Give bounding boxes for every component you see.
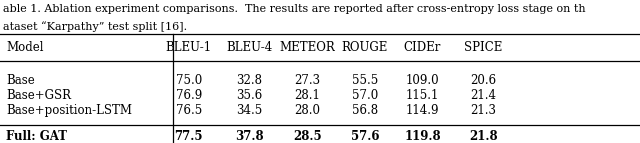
Text: 28.1: 28.1 xyxy=(294,89,320,102)
Text: able 1. Ablation experiment comparisons.  The results are reported after cross-e: able 1. Ablation experiment comparisons.… xyxy=(3,4,586,14)
Text: METEOR: METEOR xyxy=(279,41,335,54)
Text: Model: Model xyxy=(6,41,44,54)
Text: 77.5: 77.5 xyxy=(175,130,203,143)
Text: ataset “Karpathy” test split [16].: ataset “Karpathy” test split [16]. xyxy=(3,21,188,31)
Text: 55.5: 55.5 xyxy=(351,74,378,87)
Text: 76.9: 76.9 xyxy=(175,89,202,102)
Text: Base+position-LSTM: Base+position-LSTM xyxy=(6,104,132,117)
Text: BLEU-4: BLEU-4 xyxy=(227,41,273,54)
Text: 28.0: 28.0 xyxy=(294,104,320,117)
Text: 115.1: 115.1 xyxy=(406,89,439,102)
Text: 32.8: 32.8 xyxy=(237,74,262,87)
Text: 28.5: 28.5 xyxy=(293,130,321,143)
Text: 75.0: 75.0 xyxy=(175,74,202,87)
Text: 56.8: 56.8 xyxy=(352,104,378,117)
Text: 21.3: 21.3 xyxy=(470,104,496,117)
Text: 57.6: 57.6 xyxy=(351,130,379,143)
Text: ROUGE: ROUGE xyxy=(342,41,388,54)
Text: Full: GAT: Full: GAT xyxy=(6,130,67,143)
Text: 20.6: 20.6 xyxy=(470,74,496,87)
Text: 76.5: 76.5 xyxy=(175,104,202,117)
Text: 27.3: 27.3 xyxy=(294,74,320,87)
Text: 119.8: 119.8 xyxy=(404,130,441,143)
Text: 37.8: 37.8 xyxy=(236,130,264,143)
Text: 21.8: 21.8 xyxy=(469,130,497,143)
Text: CIDEr: CIDEr xyxy=(404,41,441,54)
Text: SPICE: SPICE xyxy=(464,41,502,54)
Text: 109.0: 109.0 xyxy=(406,74,439,87)
Text: 57.0: 57.0 xyxy=(351,89,378,102)
Text: 21.4: 21.4 xyxy=(470,89,496,102)
Text: 35.6: 35.6 xyxy=(236,89,263,102)
Text: Base+GSR: Base+GSR xyxy=(6,89,72,102)
Text: Base: Base xyxy=(6,74,35,87)
Text: 114.9: 114.9 xyxy=(406,104,439,117)
Text: BLEU-1: BLEU-1 xyxy=(166,41,212,54)
Text: 34.5: 34.5 xyxy=(236,104,263,117)
